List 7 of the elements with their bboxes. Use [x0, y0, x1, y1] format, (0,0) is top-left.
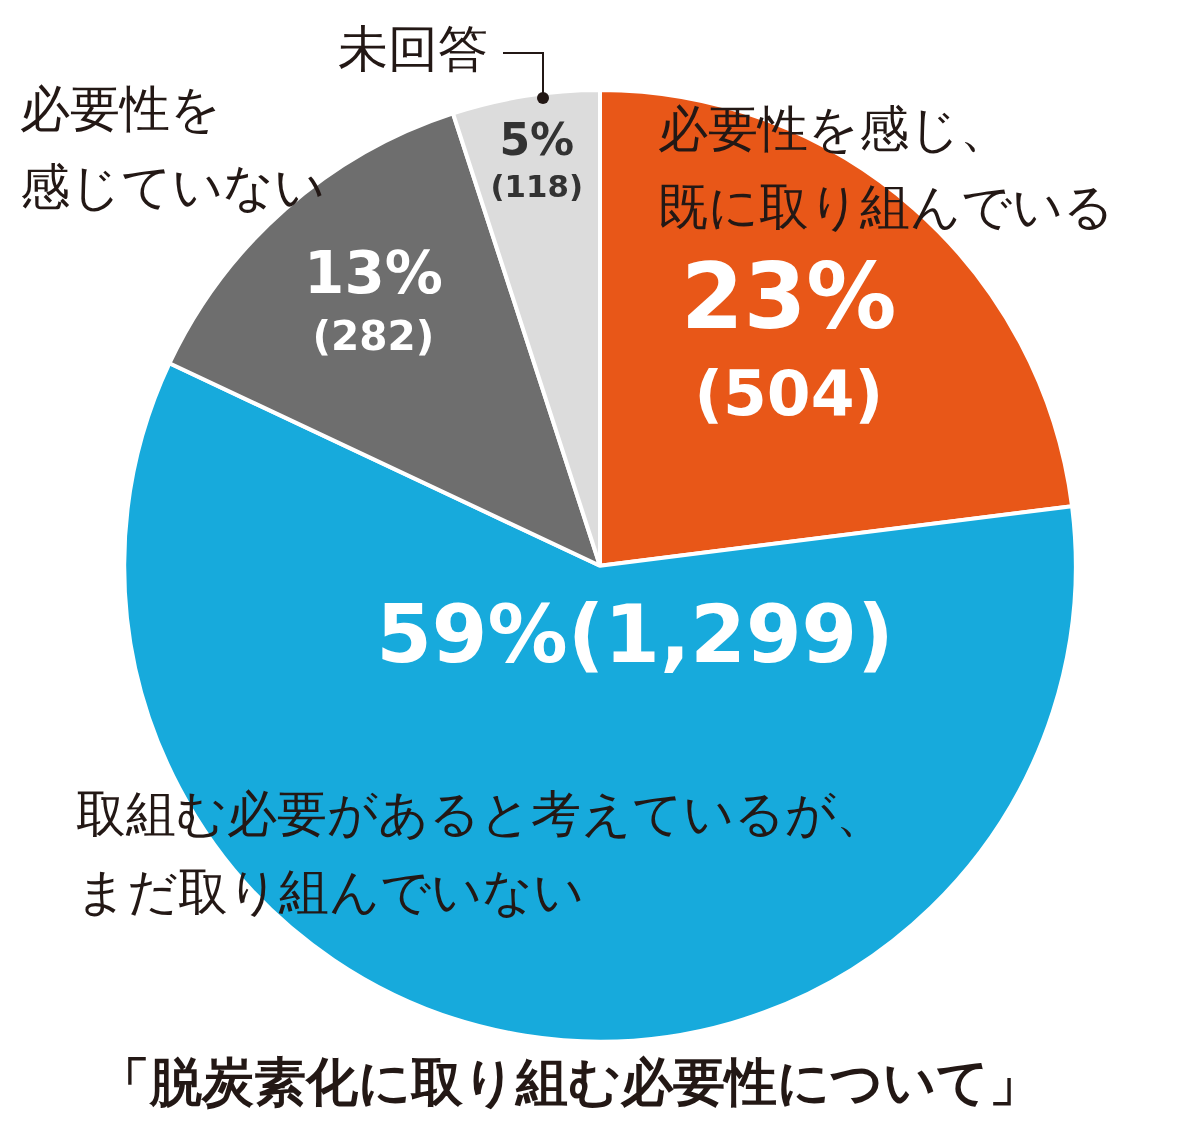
data-label: 59%(1,299) — [376, 587, 894, 681]
text: 「脱炭素化に取り組む必要性について」 — [98, 1052, 1041, 1113]
data-label: 13% (282) — [304, 239, 443, 360]
slice-label: 未回答 — [338, 19, 488, 78]
data-label: 23% (504) — [681, 243, 897, 431]
slice-label: 必要性を感じていない — [20, 79, 325, 216]
data-label: 5% (118) — [490, 113, 583, 205]
